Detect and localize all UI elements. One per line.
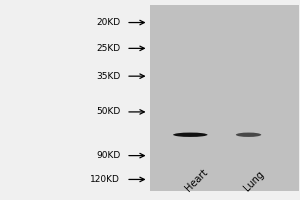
Text: 20KD: 20KD [96, 18, 120, 27]
Text: 90KD: 90KD [96, 151, 120, 160]
Text: 120KD: 120KD [90, 175, 120, 184]
Bar [150, 5, 299, 191]
Ellipse shape [236, 133, 261, 137]
Text: 25KD: 25KD [96, 44, 120, 53]
Ellipse shape [173, 133, 208, 137]
Text: 50KD: 50KD [96, 107, 120, 116]
Text: Lung: Lung [242, 169, 266, 193]
Text: 35KD: 35KD [96, 72, 120, 81]
Text: Heart: Heart [183, 167, 210, 193]
